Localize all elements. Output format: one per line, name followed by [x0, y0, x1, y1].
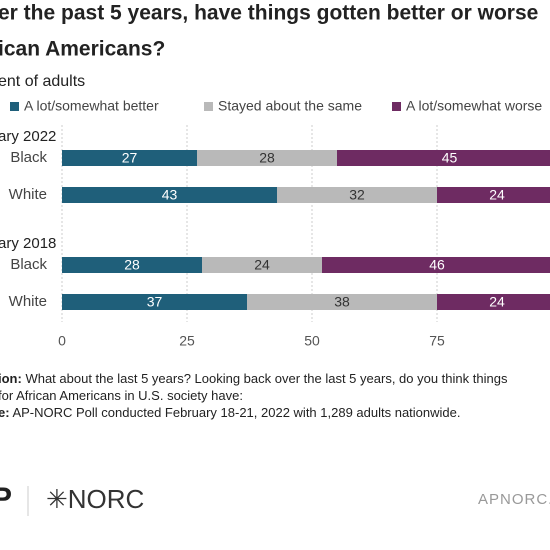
value-label: 28 [259, 150, 275, 166]
note-text: for African Americans in U.S. society ha… [0, 388, 243, 403]
logo: P [0, 482, 12, 515]
note: for African Americans in U.S. society ha… [0, 388, 243, 403]
chart-title: ican Americans? [0, 38, 165, 61]
legend-swatch [392, 102, 401, 111]
url: APNORC.o [478, 491, 550, 508]
bar [197, 150, 337, 166]
bar [247, 294, 437, 310]
bar [277, 187, 437, 203]
logo: ✳NORC [46, 484, 144, 514]
value-label: 38 [334, 294, 350, 310]
legend-swatch [10, 102, 19, 111]
bar [62, 187, 277, 203]
bar [62, 257, 202, 273]
y-tick-label: Black [10, 256, 47, 273]
note: ion: What about the last 5 years? Lookin… [0, 371, 508, 386]
x-tick-label: 75 [429, 333, 445, 349]
value-label: 24 [489, 187, 505, 203]
chart-subtitle: ent of adults [0, 73, 85, 90]
x-tick-label: 50 [304, 333, 320, 349]
group-label: ary 2022 [0, 128, 56, 145]
note-label: ion: [0, 371, 22, 386]
bar [337, 150, 550, 166]
notes: ion: What about the last 5 years? Lookin… [0, 371, 508, 420]
value-label: 43 [162, 187, 178, 203]
y-tick-label: Black [10, 149, 47, 166]
value-label: 32 [349, 187, 365, 203]
note-label: e: [0, 405, 10, 420]
bar [437, 294, 550, 310]
chart-title: er the past 5 years, have things gotten … [0, 2, 538, 25]
note-text: What about the last 5 years? Looking bac… [22, 371, 508, 386]
y-tick-label: White [9, 186, 47, 203]
legend-swatch [204, 102, 213, 111]
value-label: 37 [147, 294, 163, 310]
bar [437, 187, 550, 203]
value-label: 46 [429, 257, 445, 273]
x-tick-label: 0 [58, 333, 66, 349]
value-label: 24 [489, 294, 505, 310]
bar [202, 257, 322, 273]
group-label: ary 2018 [0, 235, 56, 252]
legend-label: A lot/somewhat worse [406, 98, 542, 114]
value-label: 45 [442, 150, 458, 166]
legend-label: A lot/somewhat better [24, 98, 159, 114]
legend-label: Stayed about the same [218, 98, 362, 114]
value-label: 27 [122, 150, 138, 166]
value-label: 28 [124, 257, 140, 273]
y-tick-label: White [9, 293, 47, 310]
note-text: AP-NORC Poll conducted February 18-21, 2… [10, 405, 461, 420]
x-tick-label: 25 [179, 333, 195, 349]
bar [62, 150, 197, 166]
note: e: AP-NORC Poll conducted February 18-21… [0, 405, 461, 420]
bar [322, 257, 550, 273]
bar [62, 294, 247, 310]
value-label: 24 [254, 257, 270, 273]
